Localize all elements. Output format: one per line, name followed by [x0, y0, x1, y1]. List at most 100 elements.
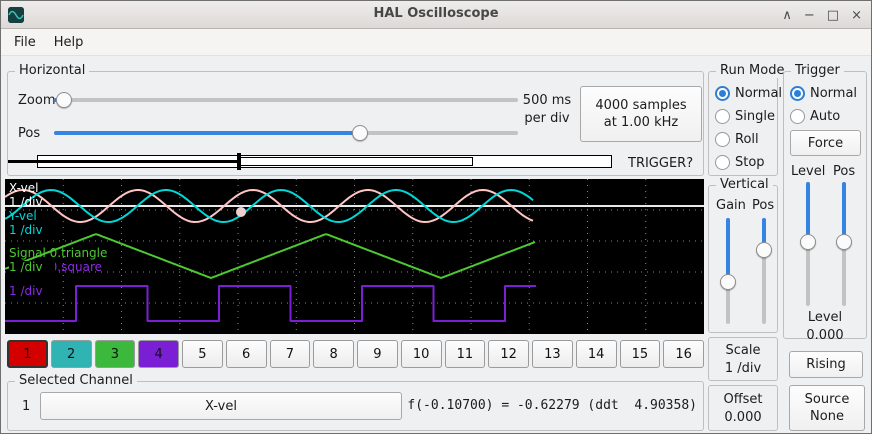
samples-button[interactable]: 4000 samples at 1.00 kHz: [580, 86, 702, 142]
selected-channel-name-button[interactable]: X-vel: [40, 392, 402, 420]
offset-box: Offset 0.000: [708, 385, 778, 431]
channel-button-8[interactable]: 8: [313, 340, 354, 368]
titlebar: HAL Oscilloscope ∧ − □ ×: [1, 1, 871, 29]
per-div-label: 500 ms per div: [522, 93, 572, 126]
channel-2-name-label: Y-vel: [9, 209, 37, 223]
radio-icon: [715, 132, 730, 147]
channel-button-13[interactable]: 13: [532, 340, 573, 368]
channel-1-name-label: X-vel: [9, 181, 39, 195]
vertical-pos-slider-handle[interactable]: [756, 242, 772, 258]
shade-button[interactable]: ∧: [782, 7, 792, 23]
vertical-pos-slider-fill: [762, 218, 766, 250]
horizontal-group: Horizontal Zoom 500 ms per div 4000 samp…: [7, 63, 704, 176]
trigger-level-label: Level: [791, 164, 826, 179]
channel-button-4[interactable]: 4: [138, 340, 179, 368]
scale-value: 1 /div: [724, 360, 762, 376]
trigger-pos-slider-fill: [842, 182, 846, 242]
maximize-button[interactable]: □: [826, 7, 840, 23]
trigger-group: Trigger Normal Auto Force Level Pos Leve…: [783, 63, 867, 343]
trigger-radio-normal[interactable]: Normal: [790, 86, 857, 101]
pos-label: Pos: [18, 126, 41, 141]
zoom-slider-track: [54, 98, 518, 102]
gain-slider[interactable]: [720, 218, 736, 324]
menu-item-help[interactable]: Help: [53, 34, 84, 50]
horizontal-group-title: Horizontal: [15, 63, 90, 78]
channel-button-14[interactable]: 14: [575, 340, 617, 368]
trigger-level-slider[interactable]: [800, 182, 816, 306]
window-controls: ∧ − □ ×: [782, 1, 862, 29]
channel-4-scale-label: 1 /div: [9, 284, 43, 298]
runmode-radio-single[interactable]: Single: [715, 109, 775, 124]
channel-readout: f(-0.10700) = -0.62279 (ddt 4.90358): [407, 398, 697, 413]
gain-slider-handle[interactable]: [720, 274, 736, 290]
radio-icon: [790, 109, 805, 124]
channel-3-name-label: Signal 0.triangle: [9, 246, 108, 260]
run-mode-group: Run Mode Normal Single Roll Stop: [708, 63, 789, 176]
capture-view-window: [239, 157, 473, 166]
trigger-level-slider-handle[interactable]: [800, 234, 816, 250]
trigger-pos-slider-handle[interactable]: [836, 234, 852, 250]
radio-icon: [715, 109, 730, 124]
menu-item-file[interactable]: File: [14, 34, 36, 50]
channel-button-15[interactable]: 15: [619, 340, 661, 368]
channel-button-3[interactable]: 3: [94, 340, 136, 368]
radio-icon: [715, 86, 730, 101]
channel-2-scale-label: 1 /div: [9, 223, 43, 237]
selected-channel-index: 1: [22, 399, 31, 414]
trigger-level-readout-label: Level: [807, 310, 843, 325]
force-button[interactable]: Force: [790, 130, 861, 156]
scope-waveform-svg: [4, 179, 704, 334]
vertical-group-title: Vertical: [716, 177, 773, 192]
channel-button-10[interactable]: 10: [400, 340, 442, 368]
app-icon: [8, 7, 24, 23]
pos-slider-handle[interactable]: [352, 125, 368, 141]
minimize-button[interactable]: −: [803, 7, 815, 23]
run-mode-group-title: Run Mode: [716, 63, 789, 78]
gain-slider-fill: [726, 218, 730, 282]
trigger-edge-button[interactable]: Rising: [789, 351, 863, 378]
trigger-level-value: 0.000: [806, 328, 844, 343]
channel-1-scale-label: 1 /div: [9, 195, 43, 209]
vertical-group: Vertical Gain Pos: [708, 177, 778, 333]
channel-button-7[interactable]: 7: [269, 340, 311, 368]
channel-button-1[interactable]: 1: [7, 340, 48, 368]
runmode-radio-normal[interactable]: Normal: [715, 86, 782, 101]
capture-bar-baseline: [8, 160, 240, 163]
scale-label: Scale: [725, 342, 761, 358]
channel-3-scale-label: 1 /div: [9, 261, 55, 274]
channel-button-2[interactable]: 2: [50, 340, 92, 368]
channel-button-9[interactable]: 9: [357, 340, 398, 368]
offset-label: Offset: [723, 391, 763, 407]
trigger-question-label: TRIGGER?: [628, 156, 694, 171]
vertical-pos-slider[interactable]: [756, 218, 772, 324]
offset-value: 0.000: [724, 409, 762, 425]
trigger-radio-auto[interactable]: Auto: [790, 109, 840, 124]
runmode-radio-stop[interactable]: Stop: [715, 155, 765, 170]
runmode-radio-roll[interactable]: Roll: [715, 132, 759, 147]
scope-display: X-vel 1 /div Y-vel 1 /div Signal 0.trian…: [4, 179, 704, 334]
channel-button-16[interactable]: 16: [663, 340, 704, 368]
trigger-pos-label: Pos: [833, 164, 856, 179]
radio-icon: [790, 86, 805, 101]
vertical-pos-slider-track: [762, 218, 766, 324]
channel-button-12[interactable]: 12: [488, 340, 529, 368]
menubar: File Help: [1, 29, 871, 56]
window-title: HAL Oscilloscope: [373, 6, 499, 21]
trigger-source-button[interactable]: Source None: [789, 385, 865, 431]
channel-button-5[interactable]: 5: [182, 340, 223, 368]
channel-button-11[interactable]: 11: [444, 340, 486, 368]
trigger-position-marker[interactable]: [237, 153, 241, 170]
trigger-point-marker: [236, 207, 246, 217]
trigger-group-title: Trigger: [791, 63, 844, 78]
close-button[interactable]: ×: [851, 7, 862, 23]
zoom-slider-handle[interactable]: [56, 92, 72, 108]
trigger-pos-slider[interactable]: [836, 182, 852, 306]
trigger-level-slider-fill: [806, 182, 810, 242]
channel-button-6[interactable]: 6: [225, 340, 267, 368]
pos-slider[interactable]: [54, 125, 518, 141]
selected-channel-group-title: Selected Channel: [15, 373, 137, 388]
zoom-slider[interactable]: [54, 92, 518, 108]
vertical-pos-label: Pos: [752, 198, 775, 213]
selected-channel-group: Selected Channel 1 X-vel f(-0.10700) = -…: [7, 373, 704, 431]
